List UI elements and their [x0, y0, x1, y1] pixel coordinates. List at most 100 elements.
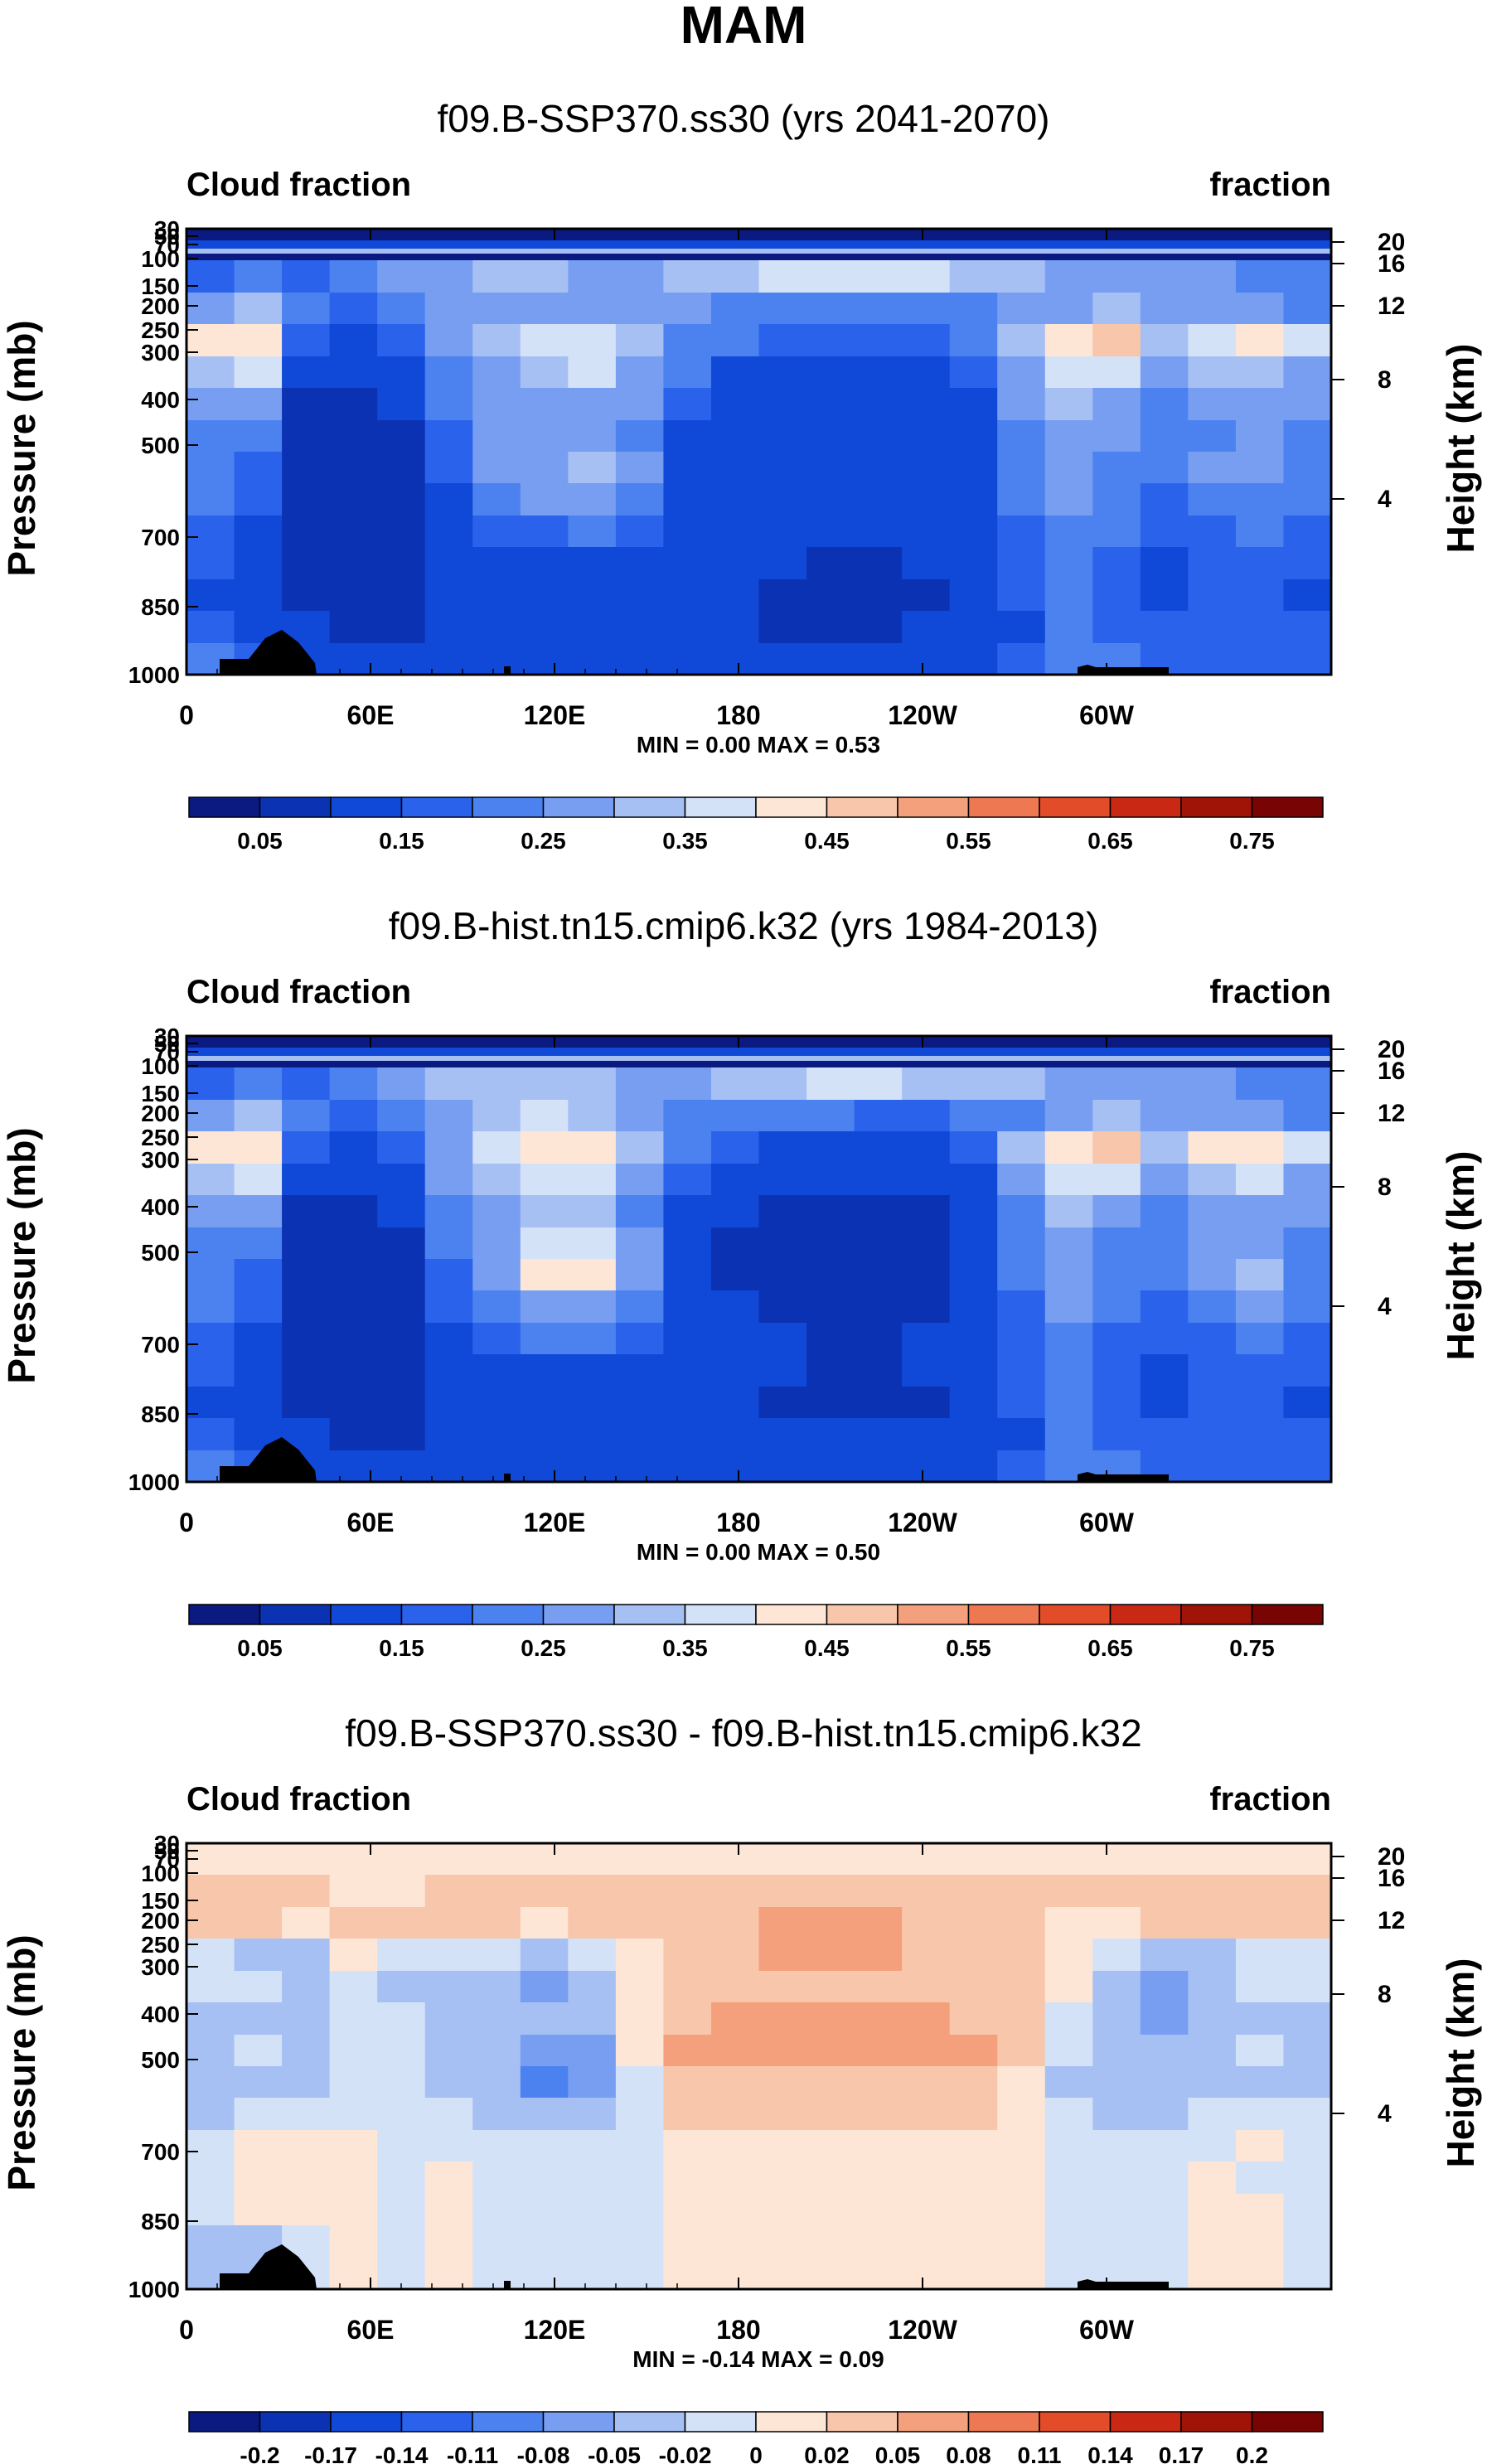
heatmap-cell	[377, 1290, 426, 1324]
heatmap-cell	[615, 1971, 665, 2003]
panel-1: f09.B-SSP370.ss30 (yrs 2041-2070) Cloud f…	[0, 97, 1482, 854]
heatmap-cell	[615, 643, 665, 675]
heatmap-cell	[902, 2194, 951, 2226]
colorbar-label: 0.25	[521, 1635, 566, 1661]
heatmap-cell	[568, 516, 617, 548]
heatmap-cell	[949, 2225, 998, 2258]
heatmap-cell	[520, 483, 569, 516]
heatmap-cell	[997, 1067, 1046, 1101]
heatmap-cell	[234, 1971, 283, 2003]
heatmap-cell	[377, 1195, 426, 1228]
heatmap-cell	[329, 452, 378, 484]
heatmap-cell	[1188, 1354, 1237, 1387]
heatmap-cell	[329, 1418, 378, 1451]
heatmap-cell	[758, 1939, 807, 1972]
heatmap-cell	[568, 1323, 617, 1355]
colorbar-swatch	[684, 1604, 757, 1625]
heatmap-cell	[472, 2066, 521, 2099]
colorbar-swatch	[259, 1604, 332, 1625]
heatmap-cell	[1092, 1418, 1141, 1451]
heatmap-cell	[1044, 1907, 1093, 1939]
height-tick-label: 20	[1378, 1843, 1405, 1871]
heatmap-cell	[186, 2002, 235, 2036]
heatmap-cell	[615, 324, 665, 357]
heatmap-cell	[1283, 356, 1332, 389]
heatmap-cell	[997, 611, 1046, 644]
heatmap-cell	[377, 260, 426, 293]
heatmap-cell	[424, 2194, 473, 2226]
heatmap-cell	[424, 1067, 473, 1101]
topography-mask	[220, 630, 317, 675]
heatmap-cell	[1044, 1875, 1093, 1908]
colorbar-label: 0.02	[804, 2442, 850, 2464]
heatmap-cell	[615, 1843, 665, 1876]
heatmap-cell	[615, 547, 665, 580]
heatmap-cell	[234, 420, 283, 453]
topography-mask	[504, 666, 511, 675]
heatmap-cell	[1188, 2035, 1237, 2067]
heatmap-cell	[186, 2035, 235, 2067]
heatmap-cell	[424, 611, 473, 644]
heatmap-cell	[424, 420, 473, 453]
heatmap-cell	[854, 1971, 903, 2003]
heatmap-cell	[1283, 2161, 1332, 2195]
heatmap-cell	[234, 1164, 283, 1196]
heatmap-cell	[806, 2035, 855, 2067]
heatmap-cell	[234, 356, 283, 389]
heatmap-cell	[663, 452, 712, 484]
topography-mask	[504, 1474, 511, 1482]
heatmap-cell	[472, 547, 521, 580]
heatmap-cell	[1188, 1259, 1237, 1291]
colorbar-swatch	[967, 2411, 1040, 2433]
heatmap-cell	[568, 1875, 617, 1908]
heatmap-cell	[854, 2258, 903, 2290]
heatmap-cell	[329, 356, 378, 389]
heatmap-cell	[615, 1067, 665, 1101]
heatmap-cell	[854, 1227, 903, 1260]
heatmap-cell	[854, 1323, 903, 1355]
heatmap-cell	[949, 2035, 998, 2067]
heatmap-cell	[1140, 1354, 1189, 1387]
stratosphere-band	[186, 1036, 1331, 1048]
height-tick-label: 20	[1378, 229, 1405, 256]
heatmap-cell	[902, 2225, 951, 2258]
heatmap-cell	[282, 324, 331, 357]
heatmap-cell	[568, 2130, 617, 2162]
heatmap-cell	[949, 2194, 998, 2226]
heatmap-cell	[1140, 2066, 1189, 2099]
heatmap-cell	[663, 1418, 712, 1451]
heatmap-cell	[710, 1971, 760, 2003]
colorbar-label: 0.14	[1087, 2442, 1133, 2464]
heatmap-cell	[997, 1195, 1046, 1228]
heatmap-cell	[949, 293, 998, 325]
heatmap-cell	[1092, 1875, 1141, 1908]
colorbar-swatch	[897, 796, 970, 818]
heatmap-cell	[1092, 516, 1141, 548]
heatmap-cell	[329, 1227, 378, 1260]
height-tick-label: 16	[1378, 250, 1405, 278]
heatmap-cell	[758, 579, 807, 612]
heatmap-cell	[1188, 579, 1237, 612]
heatmap-cell	[902, 420, 951, 453]
heatmap-cell	[1140, 452, 1189, 484]
heatmap-cell	[758, 2035, 807, 2067]
y-tick-label: 850	[141, 2209, 180, 2234]
heatmap-cell	[663, 356, 712, 389]
heatmap-cell	[520, 1067, 569, 1101]
heatmap-cell	[806, 2161, 855, 2195]
y-tick-label: 200	[141, 1908, 180, 1934]
colorbar-swatch	[684, 2411, 757, 2433]
heatmap-cell	[186, 2130, 235, 2162]
heatmap-cell	[1044, 293, 1093, 325]
colorbar-swatch	[897, 1604, 970, 1625]
heatmap-cell	[234, 1907, 283, 1939]
heatmap-cell	[424, 1939, 473, 1972]
heatmap-cell	[710, 611, 760, 644]
heatmap-cell	[902, 2258, 951, 2290]
heatmap-cell	[424, 1290, 473, 1324]
y-tick-label: 400	[141, 387, 180, 413]
heatmap-cell	[282, 1323, 331, 1355]
heatmap-cell	[377, 2002, 426, 2036]
heatmap-cell	[902, 1259, 951, 1291]
heatmap-cell	[758, 2130, 807, 2162]
